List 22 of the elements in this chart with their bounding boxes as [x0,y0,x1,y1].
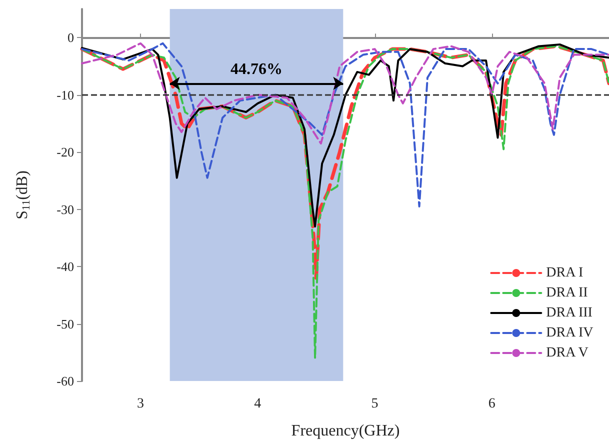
y-tick-label: 0 [68,30,74,46]
legend-label: DRA II [546,286,588,300]
x-axis-title: Frequency(GHz) [291,422,400,440]
line-series [81,45,609,360]
legend-label: DRA I [546,266,584,280]
x-tick-label: 4 [254,396,262,412]
line-series [81,42,609,144]
y-tick-label: -10 [56,87,74,102]
legend-label: DRA III [546,306,593,320]
y-axis-title: S11(dB) [14,170,32,220]
legend-label: DRA IV [546,326,594,340]
y-tick-label: -20 [56,144,74,160]
x-tick-label: 6 [488,396,496,412]
band-label: 44.76% [230,60,282,78]
y-tick-label: -30 [56,202,74,217]
x-tick-label: 5 [371,396,378,412]
y-tick-label: -40 [56,259,74,274]
legend-label: DRA V [546,346,588,360]
y-tick-label: -60 [56,374,74,388]
line-series [80,44,609,280]
x-tick-label: 3 [137,396,144,412]
y-tick-label: -50 [56,316,74,332]
